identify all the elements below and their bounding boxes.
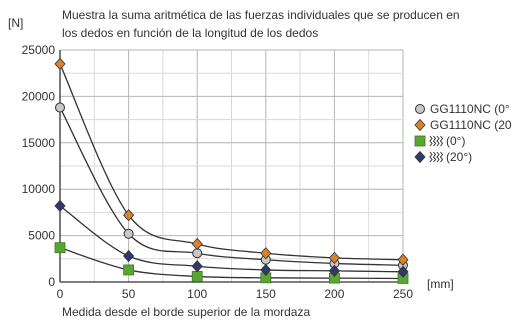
finger-pattern-icon <box>439 135 444 147</box>
data-point-series-1 <box>123 228 134 239</box>
x-tick-label: 100 <box>187 287 207 301</box>
y-tick-label: 20000 <box>22 89 56 103</box>
finger-pattern-icon <box>429 151 433 163</box>
data-point-series-2 <box>397 253 409 266</box>
data-point-series-4 <box>328 264 340 277</box>
y-axis-label: [N] <box>8 16 23 30</box>
x-tick-label: 0 <box>57 287 64 301</box>
finger-pattern-icon <box>432 151 437 163</box>
finger-pattern-icon <box>429 135 433 147</box>
x-axis-label: Medida desde el borde superior de la mor… <box>62 305 310 319</box>
data-point-series-4 <box>54 199 66 212</box>
data-point-series-3 <box>54 242 66 254</box>
y-tick-label: 10000 <box>22 182 56 196</box>
x-tick-label: 50 <box>122 287 136 301</box>
series-line-3 <box>59 247 404 280</box>
data-point-series-1 <box>192 248 203 259</box>
y-tick-label: 5000 <box>28 229 55 243</box>
tick-labels: 0 50 100 150 200 250 0 5000 10000 15000 20000 25000 <box>22 43 414 301</box>
data-point-series-3 <box>191 271 203 282</box>
finger-pattern-icon <box>432 135 437 147</box>
legend-label-2: GG1110NC (20 <box>430 118 512 132</box>
legend-label-1: GG1110NC (0° <box>430 102 510 116</box>
legend-marker-4 <box>414 150 426 164</box>
data-point-series-3 <box>123 264 134 276</box>
data-point-series-2 <box>191 237 203 251</box>
data-point-series-4 <box>260 263 272 277</box>
data-markers <box>54 57 409 284</box>
x-tick-label: 200 <box>324 287 344 301</box>
legend-marker-3 <box>414 135 426 147</box>
chart-title-line-2: los dedos en función de la longitud de l… <box>62 26 318 40</box>
finger-pattern-icon <box>436 151 440 163</box>
grid <box>59 49 404 283</box>
legend-label-4: (20°) <box>446 150 472 164</box>
legend-label-3: (0°) <box>446 134 465 148</box>
finger-pattern-icon <box>439 151 444 163</box>
finger-pattern-icon <box>436 135 440 147</box>
y-tick-label: 15000 <box>22 136 56 150</box>
y-tick-label: 25000 <box>22 43 56 57</box>
data-point-series-2 <box>328 251 340 264</box>
legend: GG1110NC (0° GG1110NC (20 (0°) (20°) <box>414 102 512 164</box>
data-point-series-4 <box>191 260 203 273</box>
data-point-series-1 <box>55 102 65 113</box>
data-point-series-2 <box>260 247 272 260</box>
data-point-series-2 <box>54 57 66 71</box>
chart-title-line-1: Muestra la suma aritmética de las fuerza… <box>62 8 460 22</box>
x-tick-label: 250 <box>393 287 413 301</box>
legend-marker-2 <box>414 118 426 132</box>
y-tick-label: 0 <box>48 275 55 289</box>
legend-marker-1 <box>415 104 425 114</box>
data-point-series-2 <box>123 209 135 222</box>
x-axis-unit: [mm] <box>427 277 454 291</box>
x-tick-label: 150 <box>256 287 276 301</box>
data-point-series-4 <box>123 249 135 263</box>
data-point-series-4 <box>397 265 409 278</box>
